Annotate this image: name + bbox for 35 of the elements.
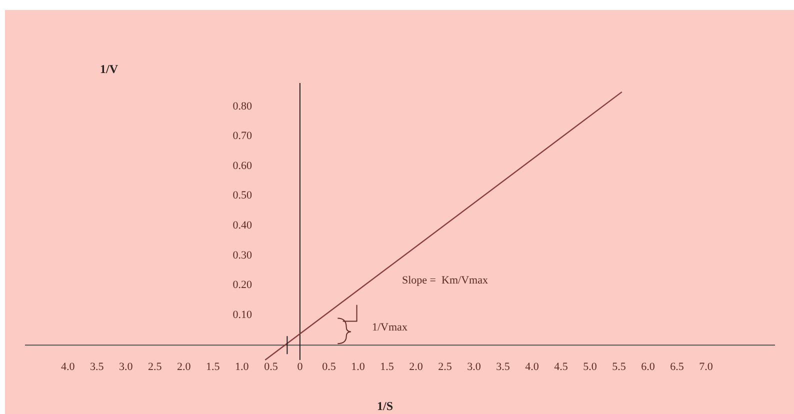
y-tick-label: 0.30 bbox=[232, 249, 252, 262]
x-tick-label: 3.5 bbox=[496, 361, 510, 373]
x-tick-label: 1.0 bbox=[351, 361, 366, 373]
x-axis-title: 1/S bbox=[376, 399, 394, 413]
y-tick-label: 0.50 bbox=[232, 190, 252, 202]
x-tick-label: 5.5 bbox=[612, 361, 626, 373]
x-tick-label: 2.0 bbox=[409, 361, 424, 373]
x-tick-label: 1.5 bbox=[206, 361, 220, 373]
y-tick-label: 0.80 bbox=[232, 100, 252, 112]
x-tick-label: 6.0 bbox=[641, 361, 656, 373]
x-tick-label: 3.0 bbox=[119, 361, 134, 373]
x-tick-label: 4.0 bbox=[525, 361, 540, 373]
y-axis-title: 1/V bbox=[100, 62, 118, 76]
x-tick-label: 4.5 bbox=[554, 361, 568, 373]
x-tick-label: 5.0 bbox=[583, 361, 598, 373]
x-tick-label: 6.5 bbox=[670, 361, 684, 373]
x-tick-label: 4.0 bbox=[61, 361, 76, 373]
x-tick-label: 2.5 bbox=[438, 361, 452, 373]
x-tick-label: 7.0 bbox=[699, 361, 714, 373]
x-tick-label: 0.5 bbox=[264, 361, 278, 373]
annotation: Slope = Km/Vmax bbox=[402, 274, 488, 287]
x-tick-label: 0 bbox=[297, 361, 304, 373]
x-tick-label: 2.0 bbox=[177, 361, 192, 373]
x-tick-label: 2.5 bbox=[148, 361, 162, 373]
y-tick-label: 0.60 bbox=[232, 160, 252, 172]
annotation: 1/Vmax bbox=[372, 322, 408, 334]
y-tick-label: 0.40 bbox=[232, 220, 252, 232]
x-tick-label: 0.5 bbox=[322, 361, 336, 373]
y-tick-label: 0.20 bbox=[232, 279, 252, 292]
x-tick-label: 3.5 bbox=[90, 361, 104, 373]
x-tick-label: 1.5 bbox=[380, 361, 394, 373]
x-tick-label: 3.0 bbox=[467, 361, 482, 373]
x-tick-label: 1.0 bbox=[235, 361, 250, 373]
y-tick-label: 0.10 bbox=[232, 308, 252, 321]
y-tick-label: 0.70 bbox=[232, 130, 252, 142]
